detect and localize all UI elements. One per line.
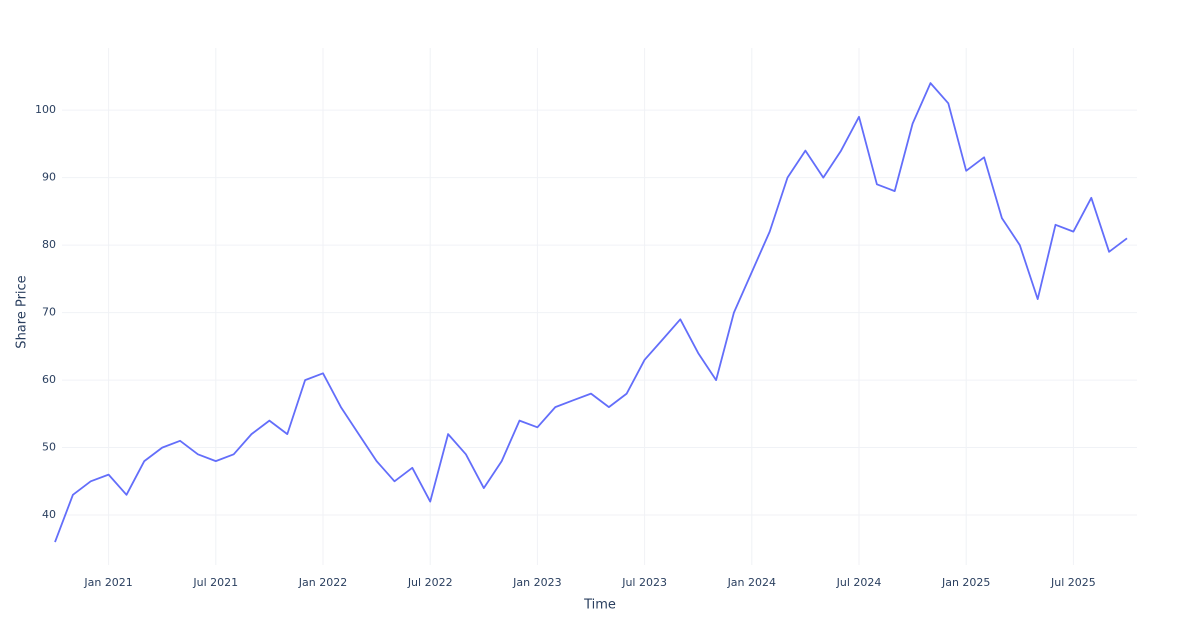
x-axis-title: Time (583, 598, 616, 613)
x-tick-label: Jul 2025 (1050, 576, 1096, 589)
y-tick-label: 90 (42, 171, 56, 184)
x-tick-label: Jan 2022 (298, 576, 347, 589)
y-tick-label: 60 (42, 373, 56, 386)
x-tick-label: Jul 2022 (407, 576, 453, 589)
x-tick-label: Jul 2023 (621, 576, 667, 589)
y-tick-label: 80 (42, 238, 56, 251)
x-tick-label: Jul 2021 (192, 576, 238, 589)
y-tick-label: 50 (42, 441, 56, 454)
y-tick-label: 100 (35, 103, 56, 116)
x-tick-label: Jan 2023 (512, 576, 561, 589)
y-tick-label: 40 (42, 508, 56, 521)
x-tick-label: Jan 2021 (83, 576, 132, 589)
y-axis-title: Share Price (15, 275, 30, 348)
x-tick-label: Jan 2024 (727, 576, 776, 589)
x-tick-label: Jul 2024 (836, 576, 882, 589)
y-tick-label: 70 (42, 306, 56, 319)
line (54, 82, 1128, 543)
x-tick-label: Jan 2025 (941, 576, 990, 589)
